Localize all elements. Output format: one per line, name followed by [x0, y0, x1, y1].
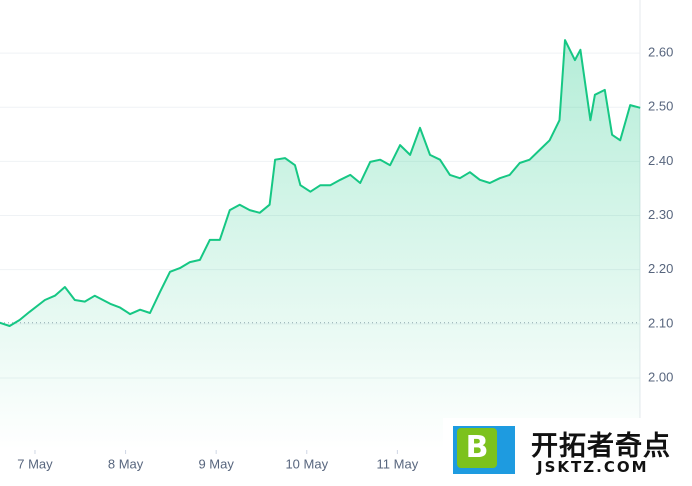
x-tick-label: 9 May: [198, 456, 234, 471]
x-tick-label: 7 May: [17, 456, 53, 471]
y-tick-label: 2.40: [648, 153, 673, 168]
watermark-icon: B: [453, 426, 515, 474]
y-tick-label: 2.00: [648, 369, 673, 384]
watermark-icon-letter: B: [457, 428, 497, 468]
watermark: B 开拓者奇点 JSKTZ.COM: [443, 418, 692, 481]
x-tick-label: 11 May: [377, 456, 419, 471]
y-tick-label: 2.60: [648, 45, 673, 60]
y-tick-label: 2.10: [648, 315, 673, 330]
x-tick-label: 8 May: [108, 456, 144, 471]
area-fill: [0, 40, 641, 450]
price-line: [0, 39, 641, 327]
watermark-subtitle: JSKTZ.COM: [537, 458, 649, 476]
x-tick-label: 10 May: [285, 456, 328, 471]
watermark-title: 开拓者奇点: [531, 431, 671, 462]
y-tick-label: 2.50: [648, 99, 673, 114]
y-tick-label: 2.30: [648, 207, 673, 222]
y-tick-label: 2.20: [648, 261, 673, 276]
